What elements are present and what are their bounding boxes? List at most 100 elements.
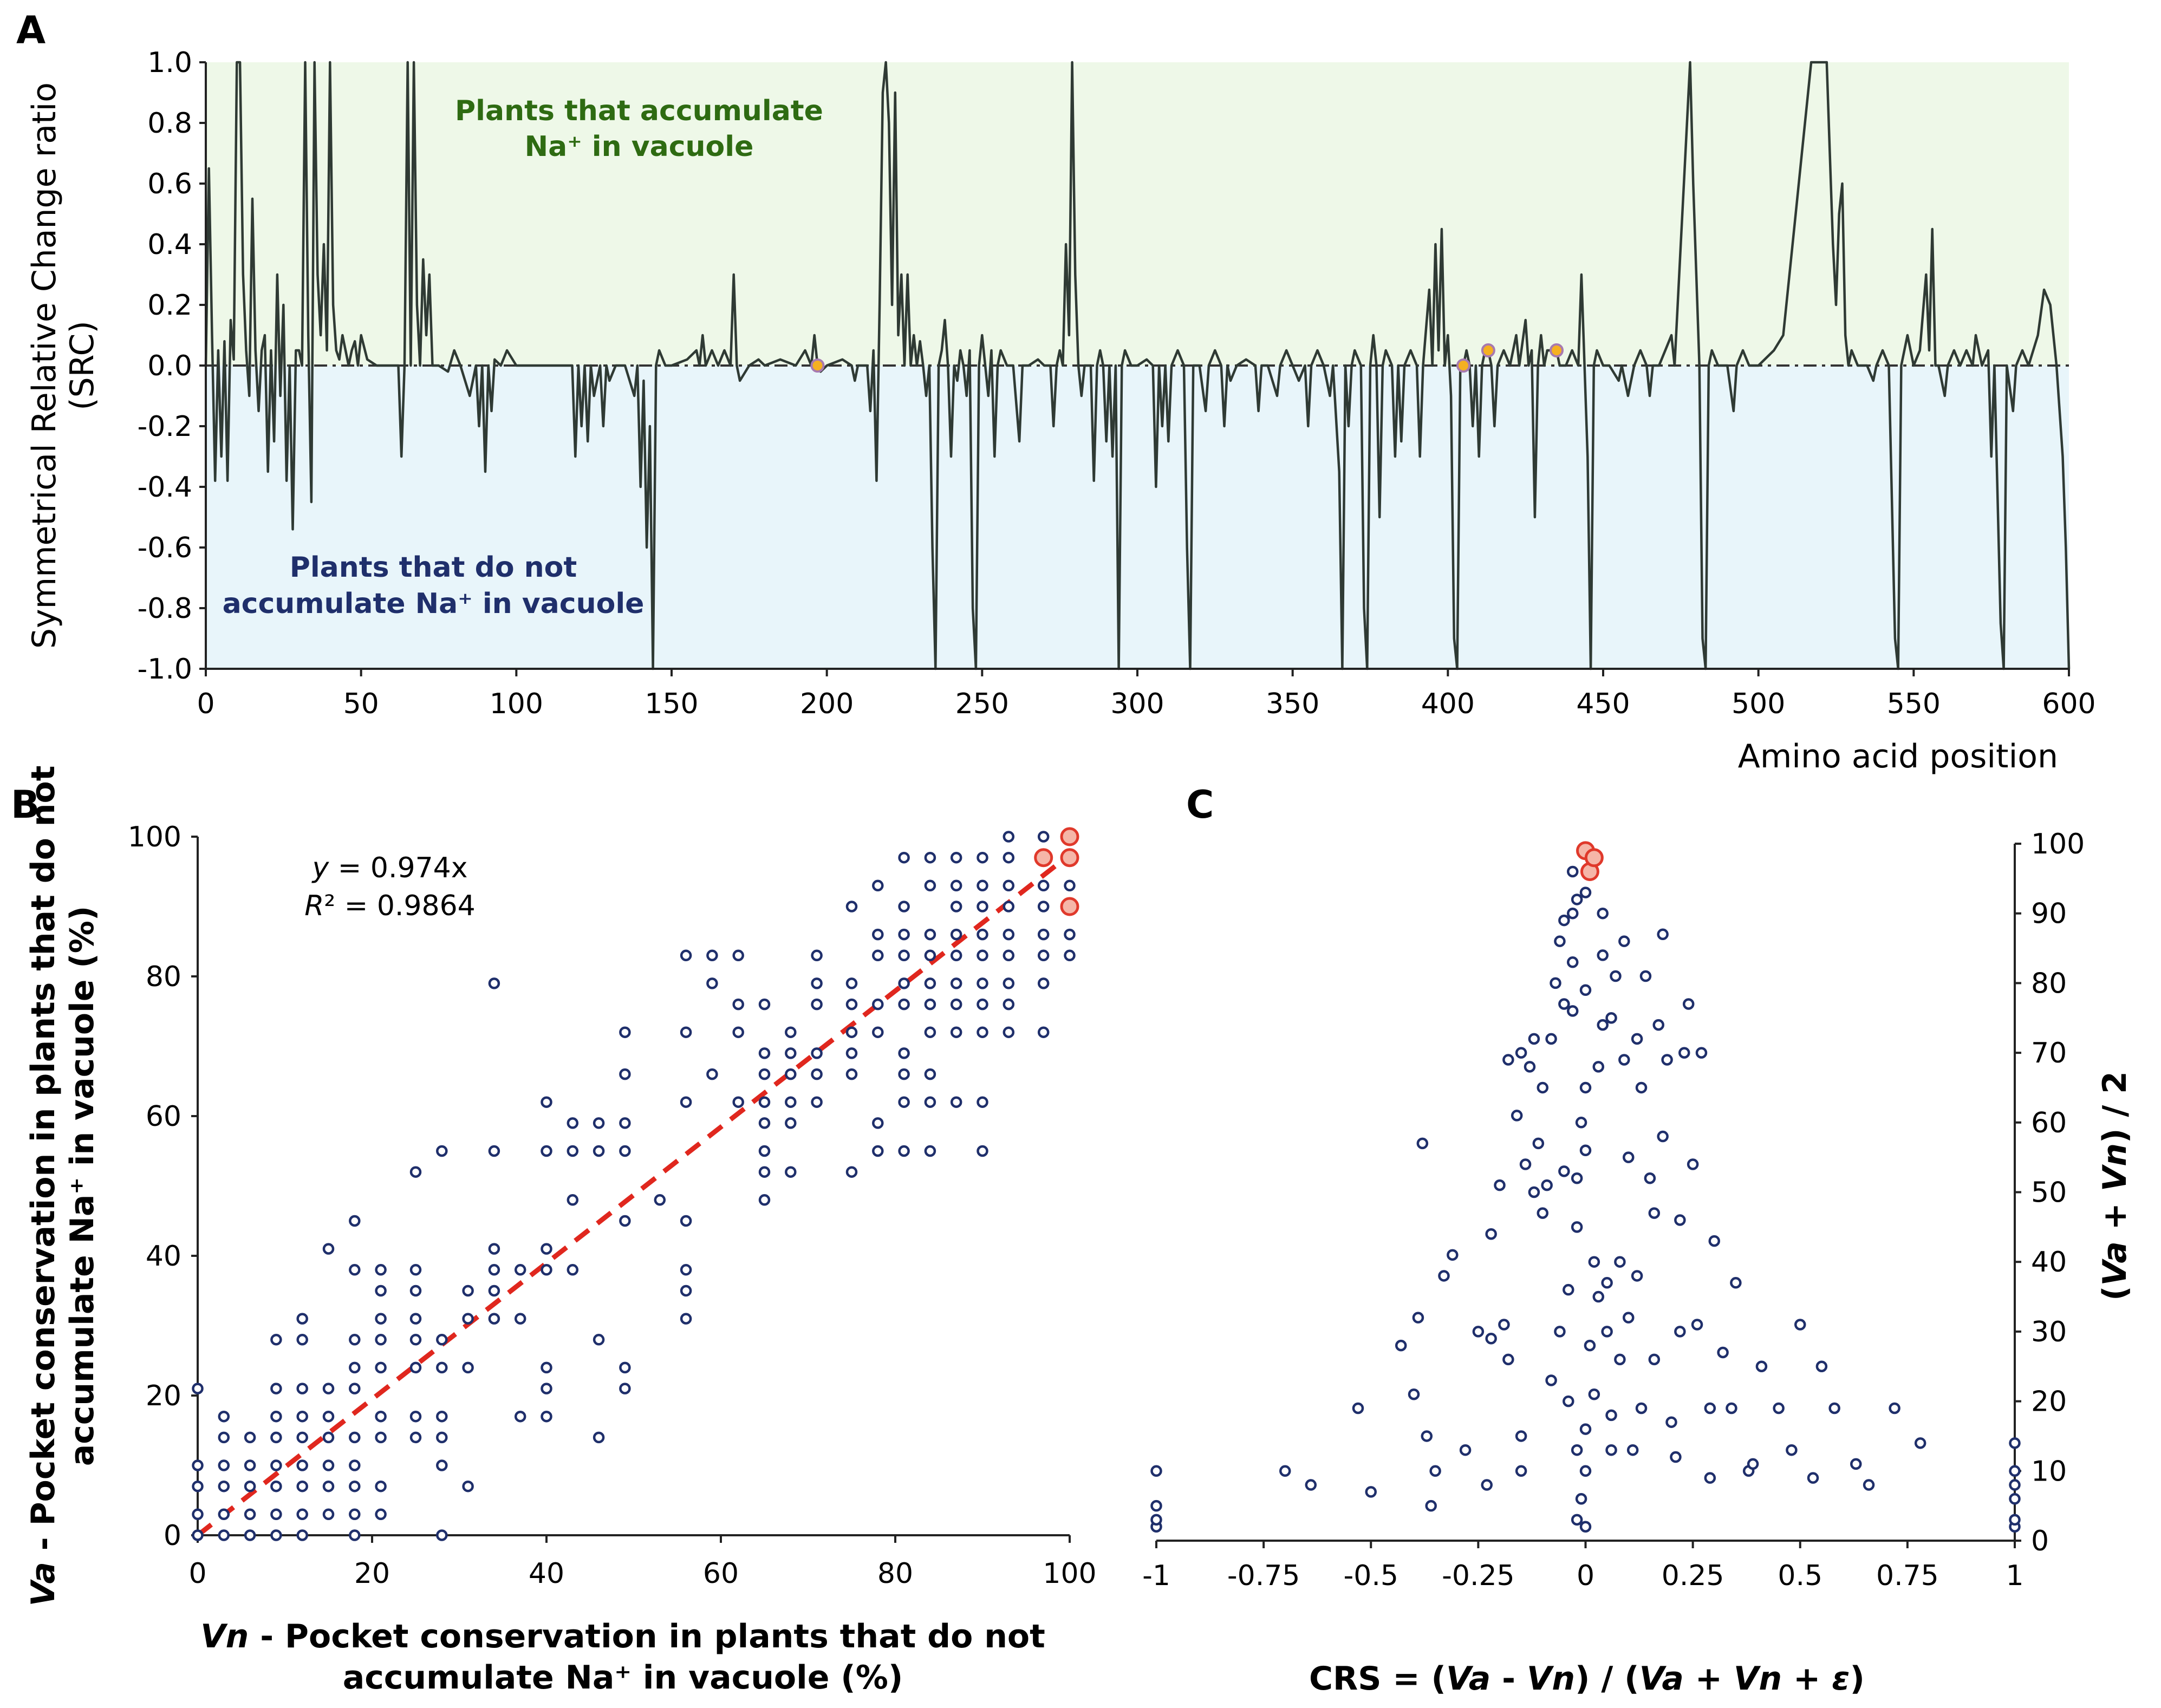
pocket-point xyxy=(1459,1444,1472,1456)
pocket-point xyxy=(541,1145,552,1157)
nonaccumulate-label-line2: accumulate Na⁺ in vacuole xyxy=(223,588,645,620)
pocket-point xyxy=(1601,1326,1613,1338)
pocket-point xyxy=(619,1145,631,1157)
pocket-point xyxy=(1815,1360,1828,1372)
pocket-point xyxy=(1064,928,1076,941)
pocket-point xyxy=(375,1264,387,1276)
y-tick-label: 10 xyxy=(2031,1455,2067,1488)
pocket-point xyxy=(2009,1437,2021,1449)
pocket-point xyxy=(541,1243,552,1255)
pocket-point xyxy=(593,1117,605,1129)
pocket-point xyxy=(593,1145,605,1157)
pocket-point xyxy=(1828,1402,1840,1414)
pocket-point xyxy=(1691,1319,1703,1331)
pocket-point xyxy=(1571,1444,1583,1456)
pocket-point xyxy=(1305,1479,1317,1491)
y-tick-label: 60 xyxy=(2031,1107,2067,1139)
pocket-point xyxy=(1579,1081,1592,1094)
pocket-point xyxy=(409,1285,422,1297)
pocket-point xyxy=(1863,1479,1875,1491)
pocket-point xyxy=(680,1026,692,1038)
pocket-point xyxy=(1003,928,1015,941)
pocket-point xyxy=(1003,879,1015,892)
pocket-point xyxy=(296,1410,308,1423)
x-tick-label: 100 xyxy=(490,688,543,720)
pocket-point xyxy=(1003,1026,1015,1038)
pocket-point xyxy=(218,1529,230,1541)
pocket-point xyxy=(296,1508,308,1521)
pocket-point xyxy=(1687,1158,1699,1170)
pocket-point xyxy=(192,1529,204,1541)
x-tick-label: 500 xyxy=(1732,688,1785,720)
pocket-point xyxy=(488,977,500,989)
pocket-point xyxy=(924,1068,936,1080)
panel-c-label: C xyxy=(1186,783,1214,827)
pocket-point xyxy=(349,1431,361,1444)
pocket-point xyxy=(1661,1054,1673,1066)
pocket-point xyxy=(1588,1388,1600,1400)
x-tick-label: 0 xyxy=(188,1557,206,1590)
pocket-point xyxy=(1150,1500,1162,1512)
pocket-point xyxy=(244,1529,256,1541)
pocket-point xyxy=(845,998,858,1011)
pocket-point xyxy=(924,977,936,989)
pocket-point xyxy=(924,1145,936,1157)
pocket-point xyxy=(1755,1360,1768,1372)
pocket-point xyxy=(1498,1319,1510,1331)
pocket-point xyxy=(1657,1130,1669,1143)
pocket-point xyxy=(950,928,962,941)
pocket-point xyxy=(1037,928,1050,941)
pocket-point xyxy=(1003,901,1015,912)
x-tick-label: 400 xyxy=(1421,688,1475,720)
pocket-point xyxy=(375,1480,387,1492)
pocket-point xyxy=(409,1334,422,1346)
pocket-point xyxy=(950,879,962,892)
pocket-point xyxy=(1558,998,1570,1010)
pocket-point xyxy=(192,1383,204,1394)
y-tick-label: 60 xyxy=(146,1100,181,1133)
pocket-point xyxy=(296,1431,308,1444)
x-tick-label: 50 xyxy=(343,688,379,720)
pocket-point xyxy=(1605,1409,1617,1422)
pocket-point xyxy=(1575,1493,1587,1505)
pocket-point xyxy=(1773,1402,1785,1414)
pocket-point xyxy=(785,1026,797,1038)
pocket-point xyxy=(845,1047,858,1059)
pocket-point xyxy=(1481,1479,1493,1491)
pocket-point xyxy=(322,1383,335,1394)
pocket-point xyxy=(488,1285,500,1297)
pocket-point xyxy=(296,1459,308,1471)
pocket-point xyxy=(322,1480,335,1492)
y-tick-label: 0.2 xyxy=(147,289,192,322)
pocket-point xyxy=(1708,1235,1720,1247)
pocket-point xyxy=(1563,1395,1574,1407)
pocket-point xyxy=(1592,1290,1605,1303)
pocket-point xyxy=(1678,1047,1690,1059)
pocket-marker xyxy=(810,358,825,373)
pocket-point xyxy=(349,1264,361,1276)
pocket-point xyxy=(462,1361,474,1374)
pocket-point xyxy=(1524,1061,1536,1073)
pocket-point xyxy=(349,1361,361,1374)
x-tick-label: 0 xyxy=(197,688,214,720)
pocket-point xyxy=(1150,1465,1162,1477)
pocket-point xyxy=(872,1145,884,1157)
pocket-point xyxy=(541,1361,552,1374)
x-tick-label: 150 xyxy=(645,688,698,720)
x-tick-label: 200 xyxy=(800,688,854,720)
pocket-point xyxy=(758,1194,771,1206)
nonaccumulate-region xyxy=(206,366,2069,669)
pocket-point xyxy=(811,1068,823,1080)
pocket-point xyxy=(462,1285,474,1297)
pocket-point xyxy=(1571,894,1583,905)
pocket-point xyxy=(1674,1214,1686,1226)
pocket-point xyxy=(706,1068,718,1080)
pocket-point xyxy=(977,901,988,912)
pocket-point xyxy=(785,1117,797,1129)
pocket-point xyxy=(541,1383,552,1394)
pocket-point xyxy=(270,1459,282,1471)
y-tick-label: -0.4 xyxy=(138,471,192,504)
pocket-point xyxy=(296,1480,308,1492)
x-tick-label: 300 xyxy=(1110,688,1164,720)
y-tick-label: 20 xyxy=(2031,1386,2067,1418)
